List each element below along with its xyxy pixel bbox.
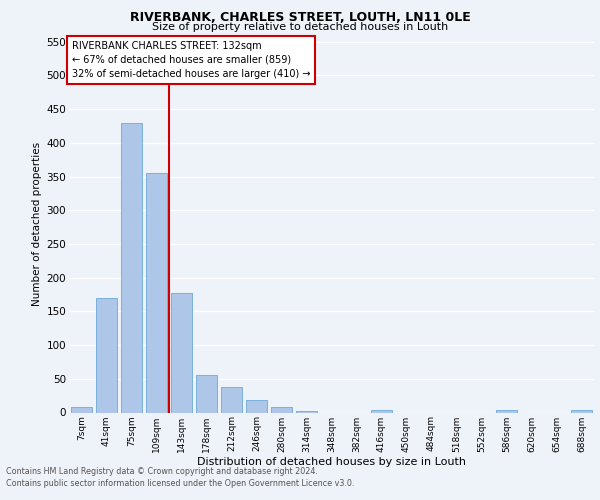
Bar: [171, 293, 192, 412]
Bar: [196, 376, 217, 412]
Bar: [121, 122, 142, 412]
Bar: [271, 407, 292, 412]
Bar: [571, 410, 592, 412]
Bar: [221, 387, 242, 412]
Text: Size of property relative to detached houses in Louth: Size of property relative to detached ho…: [152, 22, 448, 32]
Bar: [296, 411, 317, 412]
Bar: [496, 410, 517, 412]
Bar: [371, 410, 392, 412]
Bar: [246, 400, 267, 412]
Y-axis label: Number of detached properties: Number of detached properties: [32, 142, 43, 306]
Bar: [96, 298, 117, 412]
Text: Contains public sector information licensed under the Open Government Licence v3: Contains public sector information licen…: [6, 478, 355, 488]
Text: Contains HM Land Registry data © Crown copyright and database right 2024.: Contains HM Land Registry data © Crown c…: [6, 467, 318, 476]
Text: RIVERBANK CHARLES STREET: 132sqm
← 67% of detached houses are smaller (859)
32% : RIVERBANK CHARLES STREET: 132sqm ← 67% o…: [71, 40, 310, 78]
X-axis label: Distribution of detached houses by size in Louth: Distribution of detached houses by size …: [197, 457, 466, 467]
Bar: [71, 407, 92, 412]
Bar: [146, 173, 167, 412]
Text: RIVERBANK, CHARLES STREET, LOUTH, LN11 0LE: RIVERBANK, CHARLES STREET, LOUTH, LN11 0…: [130, 11, 470, 24]
